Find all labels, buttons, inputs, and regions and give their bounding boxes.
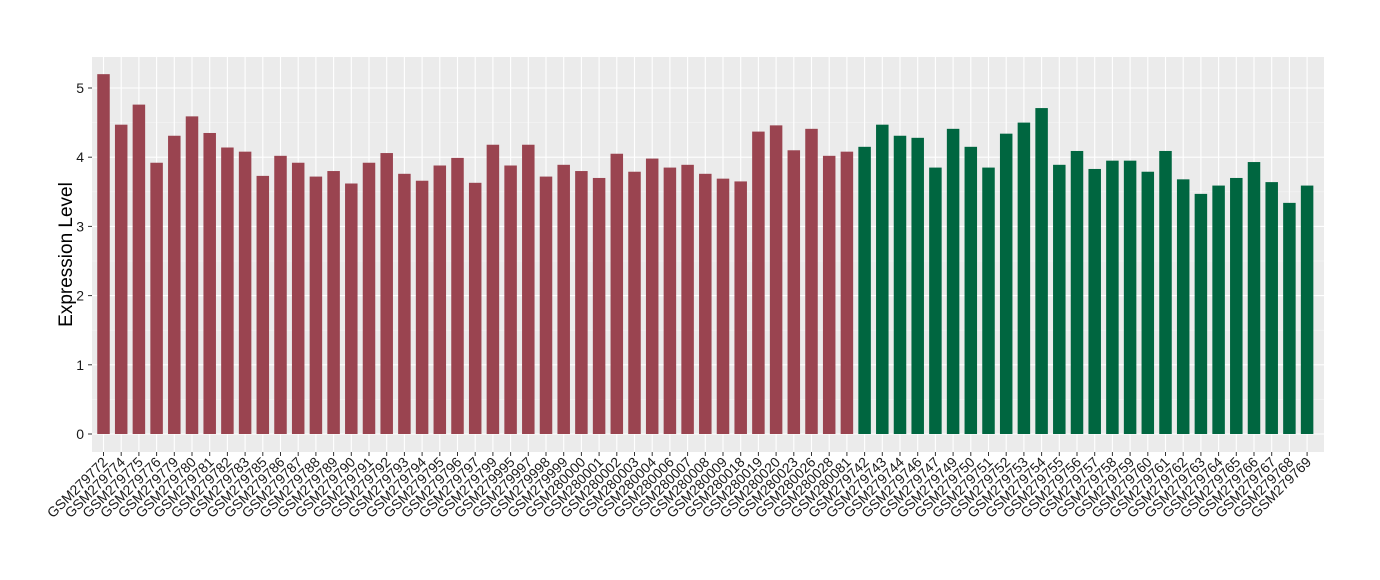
bar-GSM279764 (1212, 185, 1225, 434)
x-axis: GSM279772GSM279774GSM279775GSM279776GSM2… (44, 452, 1314, 521)
bar-GSM279782 (221, 147, 234, 434)
bar-GSM279780 (185, 116, 199, 435)
bar-GSM279792 (380, 153, 393, 435)
bar-GSM279759 (1123, 160, 1137, 434)
y-tick-label: 1 (76, 357, 84, 373)
bar-GSM280007 (681, 164, 694, 434)
bar-GSM279796 (451, 157, 464, 434)
bar-GSM279781 (203, 132, 216, 435)
bar-GSM280003 (628, 171, 641, 435)
bar-GSM279999 (557, 164, 570, 434)
bar-GSM279786 (274, 155, 287, 434)
bar-GSM279758 (1106, 160, 1119, 434)
bar-GSM279797 (468, 182, 482, 434)
bar-GSM279785 (256, 175, 270, 434)
bar-GSM279998 (539, 176, 553, 434)
bar-GSM279783 (238, 151, 252, 434)
y-axis: 0 1 2 3 4 5 (76, 80, 92, 442)
bar-GSM280019 (752, 131, 765, 434)
bar-GSM279753 (1017, 122, 1031, 434)
bar-GSM279766 (1247, 162, 1261, 435)
bar-GSM279793 (398, 173, 411, 434)
bar-GSM279760 (1141, 171, 1155, 435)
bar-GSM279763 (1194, 193, 1208, 434)
bar-GSM279789 (327, 171, 340, 435)
bar-GSM279755 (1053, 164, 1066, 434)
bar-GSM279776 (150, 162, 163, 435)
bar-GSM280001 (592, 177, 606, 434)
bar-GSM279747 (929, 167, 942, 434)
bar-GSM280009 (716, 178, 730, 434)
bar-GSM279768 (1283, 202, 1296, 434)
bar-GSM280081 (840, 151, 854, 434)
bar-GSM279765 (1230, 177, 1243, 434)
bar-GSM279790 (345, 183, 358, 434)
bar-GSM279752 (999, 133, 1013, 435)
bar-GSM279787 (291, 162, 305, 435)
bar-GSM279761 (1159, 150, 1172, 434)
bar-GSM279750 (964, 146, 978, 434)
bar-GSM279799 (486, 144, 500, 435)
y-axis-title: Expression Level (56, 182, 77, 327)
bar-GSM279772 (97, 74, 110, 434)
bar-GSM279746 (911, 137, 924, 434)
bar-GSM279749 (946, 128, 960, 434)
y-tick-label: 0 (76, 426, 84, 442)
y-tick-label: 4 (76, 149, 84, 165)
bar-GSM280000 (575, 171, 588, 435)
bar-GSM280018 (734, 181, 747, 434)
y-tick-label: 5 (76, 80, 84, 96)
bar-GSM279997 (522, 144, 535, 435)
bar-GSM280006 (663, 167, 677, 434)
bar-GSM280026 (805, 128, 818, 434)
bar-GSM280008 (699, 173, 712, 434)
y-tick-label: 3 (76, 218, 84, 234)
bar-GSM279995 (504, 165, 517, 434)
bar-GSM279779 (168, 135, 181, 434)
bar-GSM279791 (362, 162, 376, 435)
bar-GSM280028 (822, 155, 836, 434)
bar-GSM279742 (858, 146, 871, 434)
bar-GSM279762 (1176, 179, 1190, 434)
bar-GSM279756 (1070, 150, 1084, 434)
bars (97, 74, 1314, 435)
bar-GSM279795 (433, 165, 447, 434)
bar-GSM279743 (876, 124, 889, 435)
bar-GSM279757 (1088, 168, 1101, 434)
bar-GSM280023 (787, 150, 801, 434)
bar-GSM279754 (1035, 108, 1048, 434)
bar-GSM279788 (309, 176, 323, 434)
bar-GSM279775 (132, 104, 146, 435)
bar-GSM279769 (1300, 185, 1314, 434)
bar-GSM280020 (769, 125, 783, 435)
bar-GSM280004 (645, 158, 659, 434)
bar-GSM279774 (114, 124, 128, 435)
bar-GSM280002 (610, 153, 624, 435)
bar-GSM279751 (982, 167, 995, 434)
bar-GSM279744 (893, 135, 907, 434)
bar-GSM279767 (1265, 182, 1278, 434)
bar-GSM279794 (415, 180, 429, 434)
y-tick-label: 2 (76, 288, 84, 304)
